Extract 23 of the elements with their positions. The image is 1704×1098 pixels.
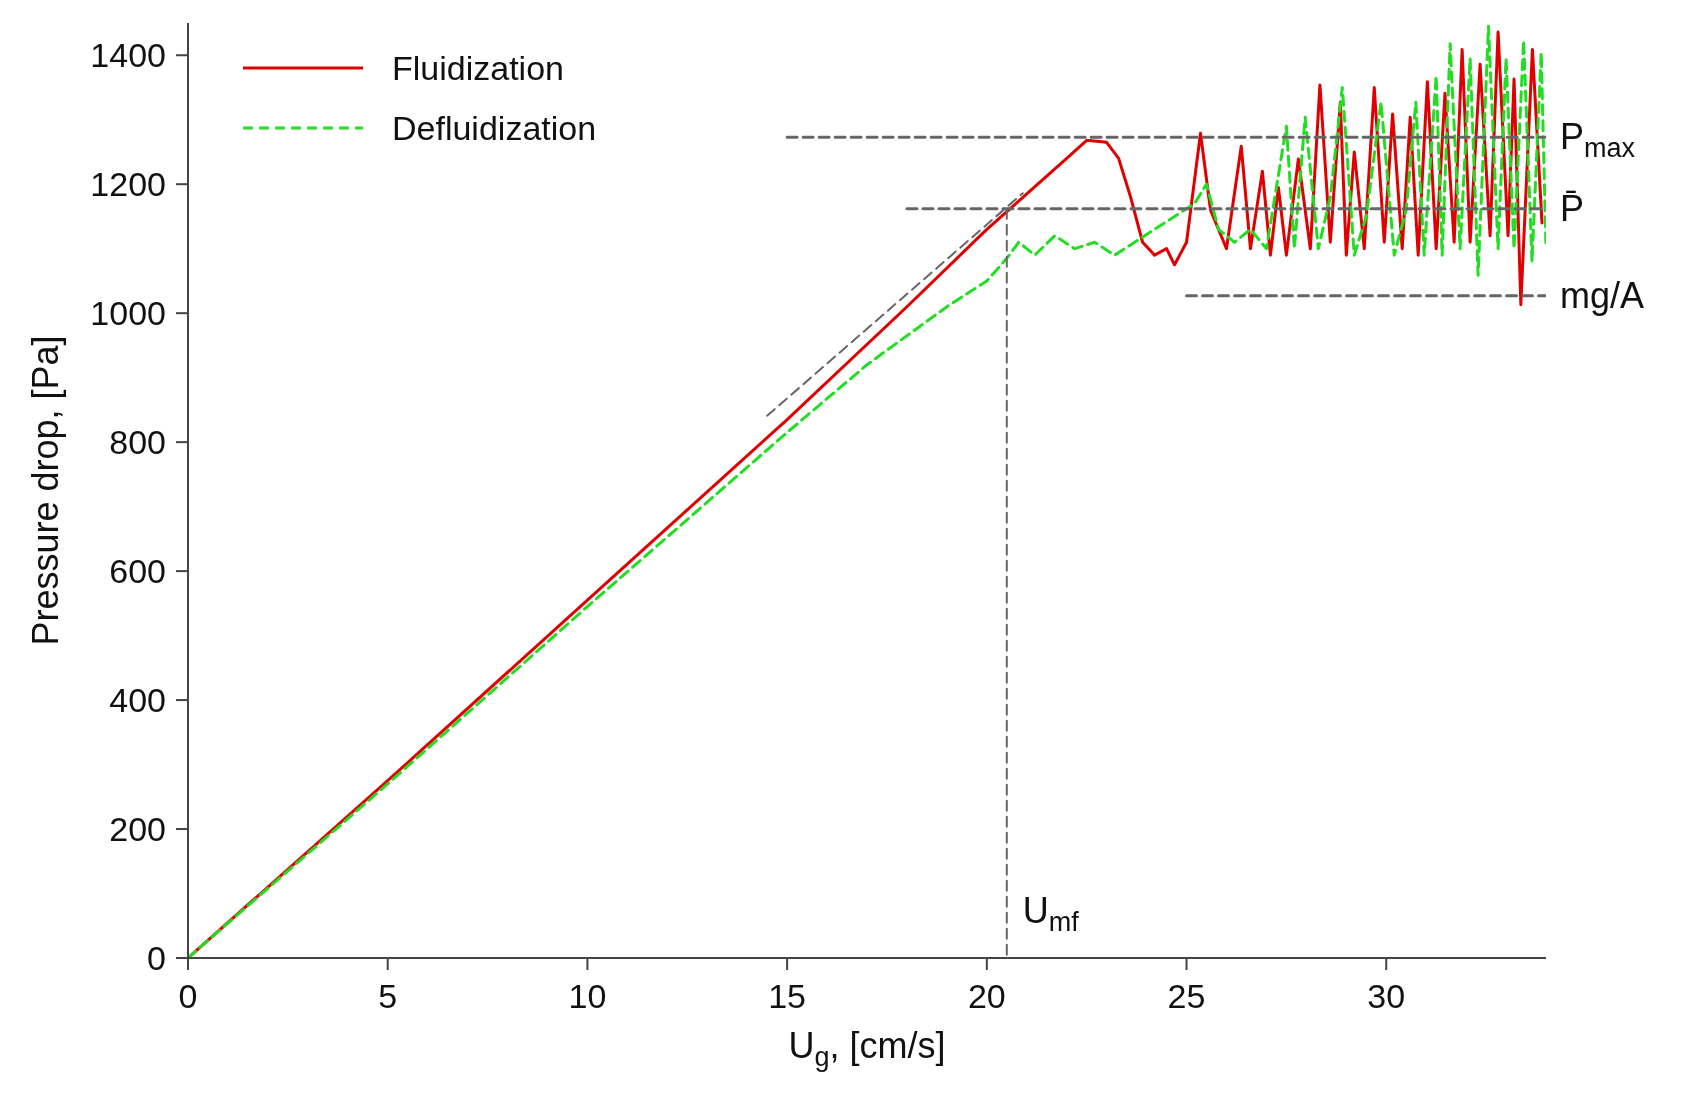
annotation: U$_{mf}$ <box>1022 890 1080 938</box>
y-tick-label: 400 <box>109 681 166 720</box>
x-tick-label: 10 <box>568 977 607 1016</box>
y-tick-label: 1000 <box>90 294 166 333</box>
x-tick-label: 5 <box>378 977 398 1016</box>
series-label: mg/A <box>1560 274 1645 316</box>
x-tick-label: 25 <box>1167 977 1206 1016</box>
y-tick-label: 600 <box>109 552 166 591</box>
x-tick-label: 20 <box>967 977 1006 1016</box>
x-tick-label: 15 <box>768 977 807 1016</box>
x-axis-title: U$_{g}$, [cm/s] <box>788 1025 946 1073</box>
x-tick-label: 30 <box>1367 977 1406 1016</box>
y-tick-label: 200 <box>109 810 166 849</box>
series-label: P$_{max}$ <box>1560 116 1636 164</box>
legend-label: Defluidization <box>392 108 597 148</box>
series-label: P̄ <box>1560 187 1585 229</box>
y-tick-label: 0 <box>147 939 166 978</box>
legend-label: Fluidization <box>392 48 564 88</box>
y-axis-title: Pressure drop, [Pa] <box>25 335 66 646</box>
y-tick-label: 1200 <box>90 165 166 204</box>
y-tick-label: 800 <box>109 423 166 462</box>
x-tick-label: 0 <box>178 977 198 1016</box>
y-tick-label: 1400 <box>90 36 166 75</box>
